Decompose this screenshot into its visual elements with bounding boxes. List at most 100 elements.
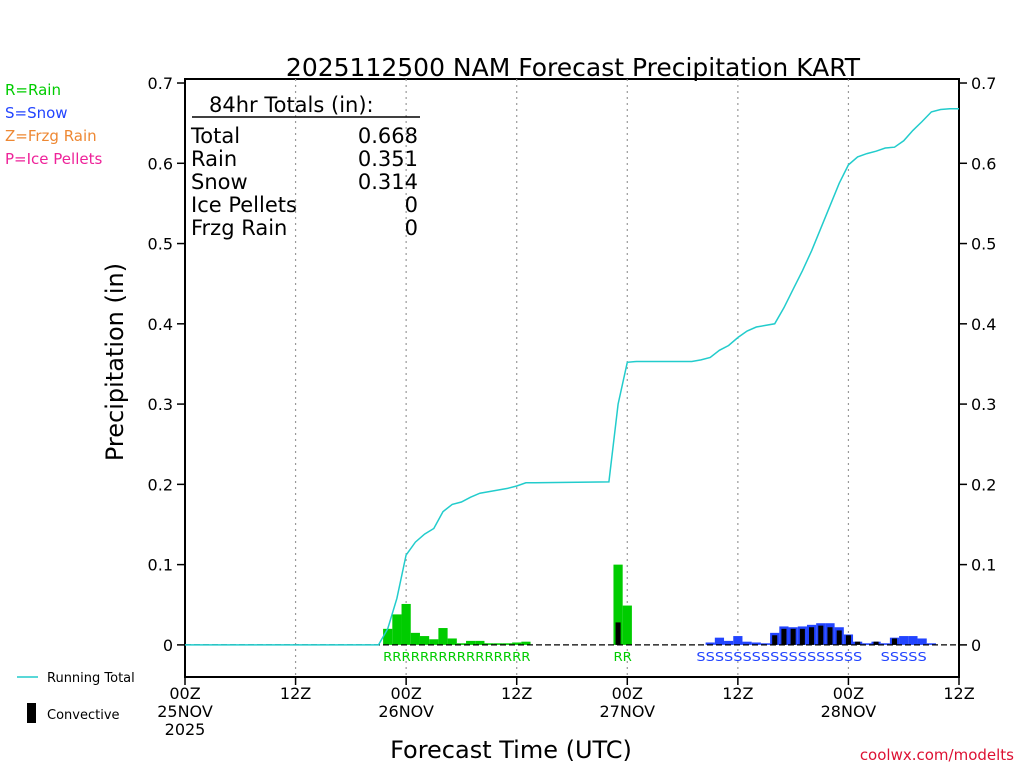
totals-rain-value: 0.351	[358, 147, 418, 171]
y-tick-label-right: 0.6	[971, 154, 996, 173]
x-tick-label: 27NOV	[599, 702, 655, 721]
totals-frzg-rain-value: 0	[405, 216, 418, 240]
y-axis-label: Precipitation (in)	[101, 263, 129, 461]
y-tick-label-right: 0.3	[971, 395, 996, 414]
snow-bar	[926, 643, 936, 645]
convective-bar	[827, 627, 833, 645]
convective-legend-swatch	[27, 703, 36, 723]
legend-ice-pellets: P=Ice Pellets	[5, 150, 102, 168]
snow-bar	[917, 638, 927, 645]
snow-bar	[880, 643, 890, 645]
rain-bar	[502, 643, 513, 645]
y-tick-label: 0.7	[148, 74, 173, 93]
y-tick-label-right: 0.1	[971, 556, 996, 575]
totals-total-label: Total	[190, 124, 240, 148]
convective-bars	[615, 622, 898, 645]
running-total-legend-label: Running Total	[47, 671, 135, 686]
rain-bar	[392, 614, 402, 645]
totals-frzg-rain-label: Frzg Rain	[191, 216, 287, 240]
ptype-label: SSSSSSSSSSSSSSSSSS	[696, 650, 862, 664]
y-tick-label: 0	[163, 636, 173, 655]
ptype-label: RRRRRRRRRRRRRRRR	[383, 650, 530, 664]
x-tick-label: 26NOV	[378, 702, 434, 721]
convective-bar	[772, 635, 778, 645]
snow-bar	[733, 636, 743, 645]
gridlines	[294, 79, 850, 677]
rain-bar	[419, 636, 430, 645]
rain-bar	[456, 643, 467, 645]
x-tick-label: 28NOV	[821, 702, 877, 721]
snow-bar	[751, 642, 761, 645]
x-tick-label: 00Z	[612, 684, 643, 703]
running-total-line	[185, 107, 959, 646]
convective-bar	[845, 635, 851, 645]
totals-rain-label: Rain	[191, 147, 237, 171]
convective-bar	[891, 638, 898, 645]
ptype-labels: RRRRRRRRRRRRRRRR RR SSSSSSSSSSSSSSSSSS SSSS…	[383, 650, 927, 664]
x-tick-label: 12Z	[722, 684, 753, 703]
rain-bar	[466, 640, 476, 645]
x-tick-label: 00Z	[833, 684, 864, 703]
rain-bar	[475, 640, 485, 645]
y-ticks-left: 0.7 0.6 0.5 0.4 0.3 0.2 0.1 0	[148, 74, 185, 655]
y-tick-label-right: 0.7	[971, 74, 996, 93]
x-tick-label: 00Z	[169, 684, 200, 703]
rain-bar	[401, 603, 411, 645]
x-tick-label: 2025	[165, 720, 206, 739]
totals-snow-label: Snow	[191, 170, 248, 194]
totals-box: 84hr Totals (in): Total 0.668 Rain 0.351…	[190, 93, 420, 240]
legend-frzg-rain: Z=Frzg Rain	[5, 127, 97, 145]
convective-bar	[809, 627, 815, 645]
snow-bar	[705, 642, 715, 645]
totals-snow-value: 0.314	[358, 170, 418, 194]
snow-bar	[899, 636, 909, 645]
convective-bar	[855, 641, 861, 645]
running-total-line-group	[185, 107, 959, 646]
snow-bar	[724, 640, 734, 645]
ptype-label: SSSSS	[881, 650, 927, 664]
legend-rain: R=Rain	[5, 81, 61, 99]
convective-bar	[818, 625, 824, 645]
ptype-legend: R=Rain S=Snow Z=Frzg Rain P=Ice Pellets	[5, 81, 102, 168]
totals-header: 84hr Totals (in):	[209, 93, 374, 117]
convective-bar	[799, 628, 805, 645]
x-tick-label: 00Z	[390, 684, 421, 703]
x-axis-label: Forecast Time (UTC)	[390, 736, 632, 764]
y-tick-label: 0.2	[148, 475, 173, 494]
chart-title: 2025112500 NAM Forecast Precipitation KA…	[286, 53, 861, 82]
rain-bar	[613, 564, 623, 645]
convective-bar	[790, 628, 796, 645]
totals-ice-pellets-value: 0	[405, 193, 418, 217]
credit-text: coolwx.com/modelts	[860, 746, 1014, 764]
totals-ice-pellets-label: Ice Pellets	[191, 193, 297, 217]
rain-bar	[484, 643, 494, 645]
rain-bar	[410, 632, 420, 645]
rain-bar	[438, 628, 448, 645]
convective-bar	[781, 628, 787, 645]
convective-legend-label: Convective	[47, 708, 120, 723]
rain-bar	[429, 639, 439, 645]
rain-bar	[447, 638, 457, 645]
precip-bars	[383, 564, 936, 645]
y-tick-label-right: 0.5	[971, 235, 996, 254]
y-tick-label-right: 0.4	[971, 315, 996, 334]
y-tick-label: 0.6	[148, 154, 173, 173]
x-tick-label: 12Z	[501, 684, 532, 703]
x-tick-label: 25NOV	[157, 702, 213, 721]
y-tick-label-right: 0	[971, 636, 981, 655]
rain-bar	[512, 642, 522, 645]
rain-bar	[383, 628, 393, 645]
y-ticks-right: 0.7 0.6 0.5 0.4 0.3 0.2 0.1 0	[959, 74, 996, 655]
y-tick-label: 0.4	[148, 315, 173, 334]
y-tick-label: 0.1	[148, 556, 173, 575]
convective-bar	[873, 641, 879, 645]
snow-bar	[908, 636, 918, 645]
snow-bar	[760, 643, 771, 645]
plot-frame	[184, 78, 960, 678]
convective-bar	[836, 630, 842, 645]
snow-bar	[862, 643, 872, 645]
ptype-label: RR	[613, 650, 631, 664]
y-tick-label-right: 0.2	[971, 475, 996, 494]
